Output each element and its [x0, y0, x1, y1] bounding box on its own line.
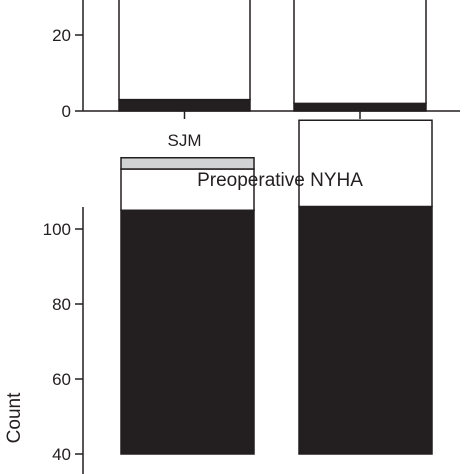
top-x-axis-title: Preoperative NYHA [197, 170, 363, 191]
bar-segment [293, 102, 427, 112]
bar-segment [120, 157, 255, 170]
y-tick-label: 20 [52, 26, 71, 45]
bar-segment [298, 119, 433, 208]
bar-segment [120, 168, 255, 211]
bar-segment [118, 0, 251, 101]
y-tick-label: 100 [43, 220, 71, 239]
bottom-y-axis-title: Count [4, 392, 25, 443]
y-tick-label: 40 [52, 445, 71, 464]
bar-segment [298, 205, 433, 455]
bar-segment [118, 98, 251, 112]
bottom-chart-panel: 40 60 80 100 [43, 119, 433, 474]
top-chart-panel: 020SJMCM [52, 0, 460, 150]
category-label: SJM [168, 131, 202, 150]
y-tick-label: 0 [62, 102, 71, 121]
bar-segment [293, 0, 427, 105]
bar-segment [120, 209, 255, 455]
y-tick-label: 80 [52, 295, 71, 314]
y-tick-label: 60 [52, 370, 71, 389]
